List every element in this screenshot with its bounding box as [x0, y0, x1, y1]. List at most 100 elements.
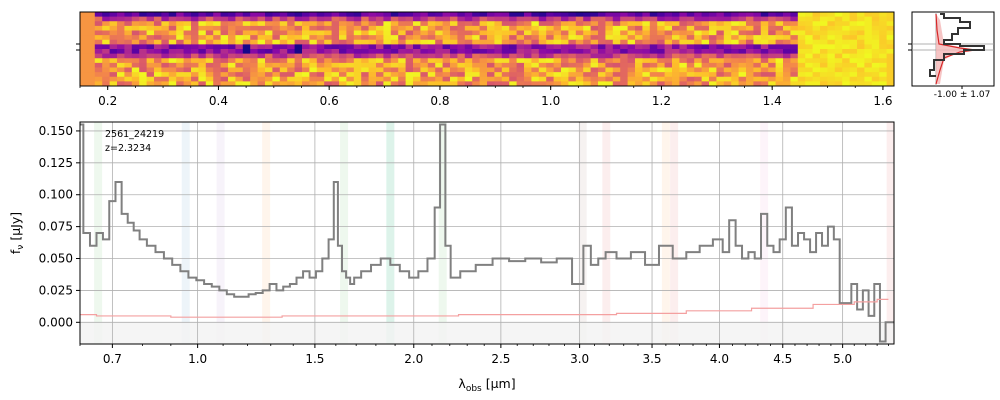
heatmap-cell [346, 21, 355, 27]
heatmap-cell [124, 25, 133, 31]
heatmap-cell [87, 76, 96, 82]
heatmap-cell [501, 72, 510, 78]
heatmap-cell [368, 53, 377, 59]
heatmap-cell [272, 16, 281, 22]
heatmap-cell [694, 58, 702, 64]
heatmap-cell [390, 21, 399, 27]
heatmap-cell [649, 44, 658, 50]
heatmap-cell [738, 76, 747, 82]
heatmap-cell [635, 72, 643, 78]
heatmap-cell [161, 53, 170, 59]
heatmap-cell [124, 53, 133, 59]
heatmap-cell [450, 76, 458, 82]
heatmap-cell [139, 44, 147, 50]
heatmap-cell [368, 25, 377, 31]
heatmap-cell [398, 44, 406, 50]
heatmap-cell [768, 16, 776, 22]
heatmap-cell [472, 39, 480, 45]
heatmap-cell [627, 21, 636, 27]
heatmap-cell [168, 53, 177, 59]
heatmap-cell [472, 62, 480, 68]
heatmap-cell [605, 62, 614, 68]
heatmap-cell [383, 21, 392, 27]
heatmap-cell [694, 25, 702, 31]
heatmap-cell [487, 67, 495, 73]
heatmap-cell [790, 35, 799, 41]
heatmap-cell [94, 76, 103, 82]
heatmap-cell [94, 72, 103, 78]
heatmap-cell [139, 49, 147, 55]
heatmap-cell [139, 12, 147, 18]
heatmap-cell [294, 58, 303, 64]
heatmap-cell [886, 39, 895, 45]
heatmap-cell [294, 44, 303, 50]
heatmap-cell [694, 44, 702, 50]
heatmap-cell [753, 81, 762, 87]
heatmap-cell [598, 16, 606, 22]
heatmap-cell [109, 30, 118, 36]
heatmap-cell [524, 53, 532, 59]
heatmap-cell [450, 16, 458, 22]
heatmap-cell [154, 53, 162, 59]
heatmap-cell [627, 72, 636, 78]
heatmap-cell [723, 16, 732, 22]
heatmap-cell [161, 76, 170, 82]
heatmap-cell [857, 30, 865, 36]
heatmap-cell [790, 30, 799, 36]
heatmap-cell [265, 44, 273, 50]
heatmap-cell [812, 67, 821, 73]
heatmap-cell [598, 21, 606, 27]
heatmap-cell [871, 16, 880, 22]
heatmap-cell [198, 35, 207, 41]
heatmap-cell [694, 12, 702, 18]
heatmap-cell [590, 39, 599, 45]
heatmap-cell [146, 16, 155, 22]
heatmap-cell [849, 72, 858, 78]
heatmap-cell [154, 81, 162, 87]
heatmap-cell [265, 35, 273, 41]
heatmap-cell [376, 58, 384, 64]
heatmap-cell [287, 44, 295, 50]
heatmap-cell [472, 44, 480, 50]
heatmap-cell [205, 12, 214, 18]
heatmap-cell [131, 58, 140, 64]
heatmap-cell [168, 39, 177, 45]
heatmap-cell [561, 62, 569, 68]
heatmap-cell [109, 58, 118, 64]
heatmap-cell [768, 21, 776, 27]
heatmap-cell [442, 39, 451, 45]
heatmap-cell [849, 67, 858, 73]
heatmap-cell [657, 67, 665, 73]
heatmap-cell [775, 30, 784, 36]
heatmap-cell [790, 72, 799, 78]
heatmap-cell [87, 44, 96, 50]
heatmap-cell [834, 16, 843, 22]
heatmap-cell [94, 49, 103, 55]
heatmap-cell [405, 30, 414, 36]
heatmap-cell [176, 81, 184, 87]
heatmap-cell [672, 67, 680, 73]
heatmap-cell [820, 81, 828, 87]
heatmap-cell [302, 35, 310, 41]
heatmap-cell [509, 25, 517, 31]
heatmap-cell [302, 39, 310, 45]
heatmap-cell [864, 62, 873, 68]
heatmap-cell [331, 49, 340, 55]
heatmap-cell [405, 72, 414, 78]
heatmap-cell [575, 35, 584, 41]
heatmap-cell [753, 49, 762, 55]
heatmap-cell [183, 39, 192, 45]
heatmap-cell [80, 81, 88, 87]
heatmap-cell [746, 39, 754, 45]
heatmap-cell [324, 72, 332, 78]
heatmap-cell [109, 25, 118, 31]
heatmap-cell [339, 35, 347, 41]
heatmap-cell [694, 21, 702, 27]
heatmap-cell [849, 49, 858, 55]
heatmap-cell [257, 35, 266, 41]
heatmap-cell [457, 39, 466, 45]
heatmap-cell [605, 35, 614, 41]
heatmap-cell [94, 39, 103, 45]
heatmap-cell [598, 72, 606, 78]
heatmap-cell [871, 81, 880, 87]
